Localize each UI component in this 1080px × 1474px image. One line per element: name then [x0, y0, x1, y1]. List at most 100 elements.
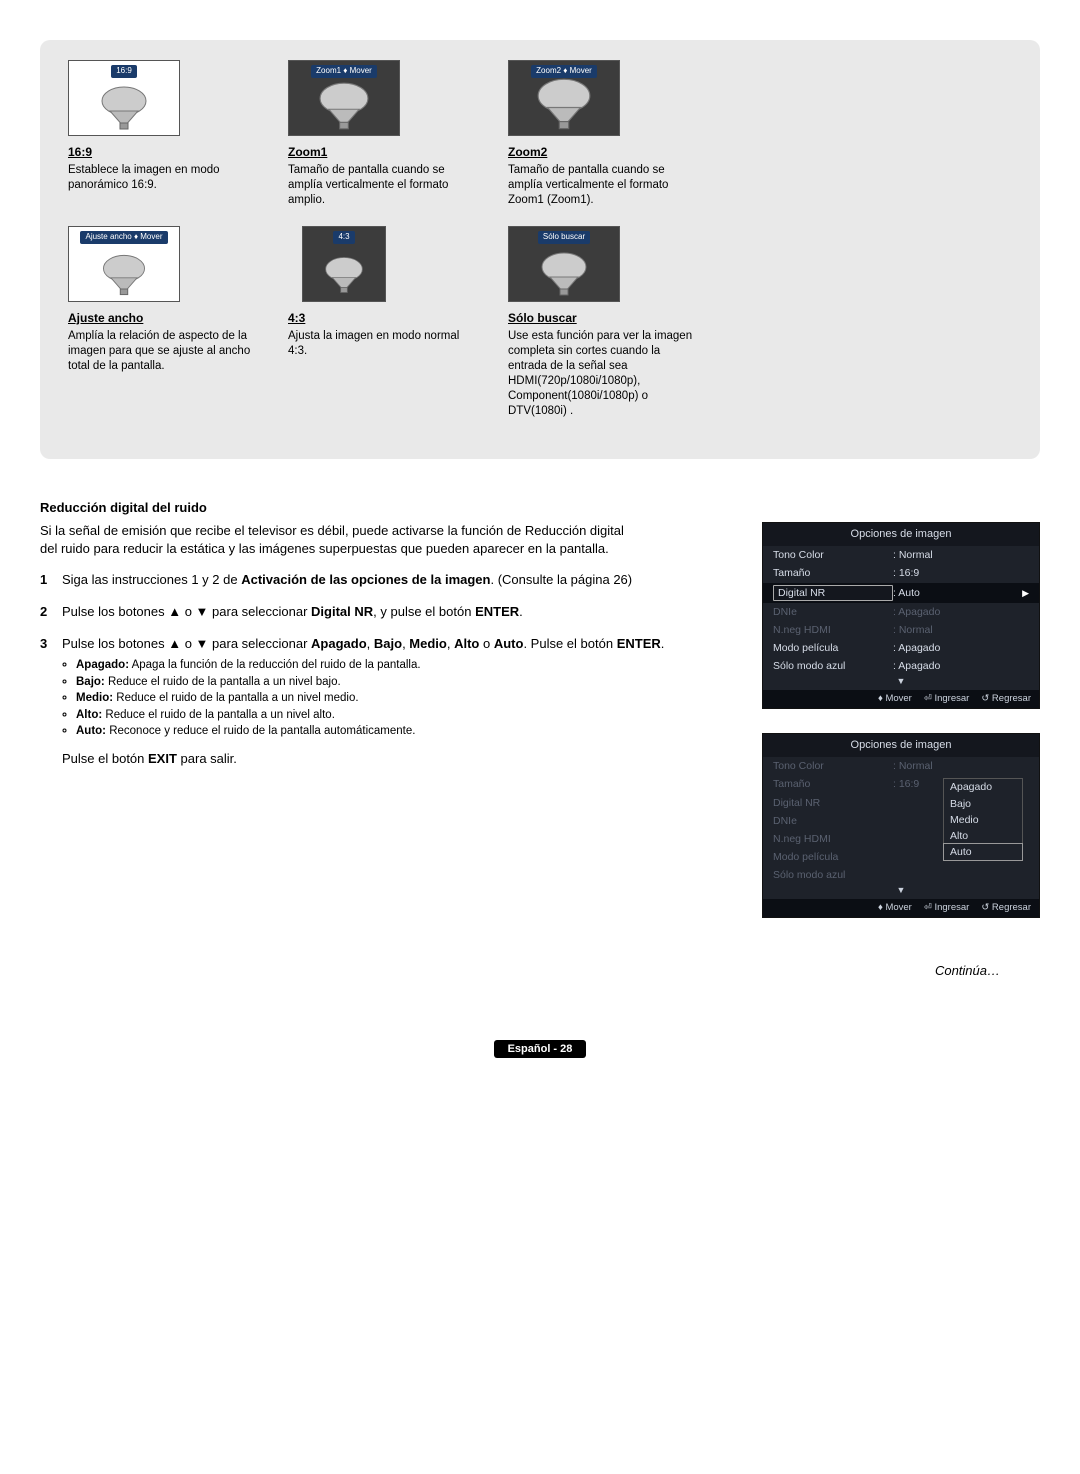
- mode-ajuste-ancho-title: Ajuste ancho: [68, 310, 258, 326]
- mode-16-9: 16:9 16:9 Establece la imagen en modo pa…: [68, 60, 258, 208]
- mode-ajuste-ancho: Ajuste ancho ♦ Mover Ajuste ancho Amplía…: [68, 226, 258, 419]
- bullet-apagado-b: Apagado:: [76, 659, 129, 671]
- osd-footer-ingresar: ⏎ Ingresar: [924, 693, 969, 706]
- mode-16-9-thumb: 16:9: [68, 60, 180, 136]
- step-3-enter: ENTER: [617, 636, 661, 651]
- osd-footer-ingresar-t: Ingresar: [934, 693, 969, 704]
- content-columns: Si la señal de emisión que recibe el tel…: [40, 522, 1040, 942]
- exit-b: EXIT: [148, 751, 177, 766]
- mode-zoom1-desc: Tamaño de pantalla cuando se amplía vert…: [288, 163, 478, 208]
- mode-zoom1-label: Zoom1 ♦ Mover: [311, 65, 377, 78]
- step-3-text-i: .: [661, 636, 665, 651]
- mode-zoom1-thumb: Zoom1 ♦ Mover: [288, 60, 400, 136]
- osd-1-title: Opciones de imagen: [763, 523, 1039, 546]
- osd-k: Digital NR: [773, 585, 893, 601]
- bullet-medio: Medio: Reduce el ruido de la pantalla a …: [76, 691, 738, 707]
- osd-2-row-tono: Tono Color: Normal: [763, 757, 1039, 775]
- step-2-bold-enter: ENTER: [475, 604, 519, 619]
- step-3-text-a: Pulse los botones ▲ o ▼ para seleccionar: [62, 636, 311, 651]
- bullet-auto-t: Reconoce y reduce el ruido de la pantall…: [106, 725, 415, 737]
- osd-v: : Normal: [893, 623, 1029, 637]
- mode-zoom2-desc: Tamaño de pantalla cuando se amplía vert…: [508, 163, 698, 208]
- right-column: Opciones de imagen Tono Color: Normal Ta…: [762, 522, 1040, 942]
- bullet-auto-b: Auto:: [76, 725, 106, 737]
- step-3-bajo: Bajo: [374, 636, 402, 651]
- left-column: Si la señal de emisión que recibe el tel…: [40, 522, 738, 942]
- osd-1-row-tono: Tono Color: Normal: [763, 546, 1039, 564]
- osd-panel-1: Opciones de imagen Tono Color: Normal Ta…: [762, 522, 1040, 709]
- osd-2-footer: ♦ Mover ⏎ Ingresar ↺ Regresar: [763, 899, 1039, 918]
- osd-footer-ingresar: ⏎ Ingresar: [924, 902, 969, 915]
- osd-footer-ingresar-t: Ingresar: [934, 902, 969, 913]
- osd-v: : Normal: [893, 759, 1029, 773]
- osd-k: Sólo modo azul: [773, 659, 893, 673]
- osd-footer-regresar-t: Regresar: [992, 902, 1031, 913]
- balloon-icon: [94, 85, 154, 131]
- bullet-apagado-t: Apaga la función de la reducción del rui…: [129, 659, 421, 671]
- dropdown-opt-bajo: Bajo: [944, 796, 1022, 812]
- osd-footer-mover-t: Mover: [885, 693, 911, 704]
- osd-k: Digital NR: [773, 796, 893, 810]
- osd-footer-regresar-t: Regresar: [992, 693, 1031, 704]
- dropdown-opt-apagado: Apagado: [944, 779, 1022, 795]
- osd-1-row-nneg: N.neg HDMI: Normal: [763, 621, 1039, 639]
- step-2-text-c: , y pulse el botón: [373, 604, 475, 619]
- mode-zoom2: Zoom2 ♦ Mover Zoom2 Tamaño de pantalla c…: [508, 60, 698, 208]
- bullet-bajo-t: Reduce el ruido de la pantalla a un nive…: [105, 676, 341, 688]
- osd-1-row-tamano: Tamaño: 16:9: [763, 564, 1039, 582]
- osd-k: DNIe: [773, 605, 893, 619]
- mode-ajuste-ancho-label: Ajuste ancho ♦ Mover: [80, 231, 167, 244]
- balloon-icon: [524, 77, 604, 131]
- mode-16-9-title: 16:9: [68, 144, 258, 160]
- exit-a: Pulse el botón: [62, 751, 148, 766]
- mode-solo-buscar: Sólo buscar Sólo buscar Use esta función…: [508, 226, 698, 419]
- aspect-row-1: 16:9 16:9 Establece la imagen en modo pa…: [68, 60, 1012, 208]
- step-2: Pulse los botones ▲ o ▼ para seleccionar…: [40, 603, 738, 621]
- step-2-bold-nr: Digital NR: [311, 604, 373, 619]
- balloon-icon: [96, 253, 152, 297]
- step-2-text-e: .: [519, 604, 523, 619]
- step-3: Pulse los botones ▲ o ▼ para seleccionar…: [40, 635, 738, 768]
- step-1: Siga las instrucciones 1 y 2 de Activaci…: [40, 571, 738, 589]
- mode-solo-buscar-thumb: Sólo buscar: [508, 226, 620, 302]
- balloon-icon: [319, 253, 369, 297]
- balloon-icon: [534, 251, 594, 297]
- mode-4-3-title: 4:3: [288, 310, 478, 326]
- chevron-down-icon: ▼: [763, 884, 1039, 898]
- step-1-bold: Activación de las opciones de la imagen: [241, 572, 490, 587]
- step-3-bullets: Apagado: Apaga la función de la reducció…: [62, 658, 738, 740]
- mode-solo-buscar-label: Sólo buscar: [538, 231, 590, 244]
- section-intro: Si la señal de emisión que recibe el tel…: [40, 522, 640, 557]
- dropdown-opt-auto: Auto: [943, 843, 1023, 861]
- step-3-apagado: Apagado: [311, 636, 367, 651]
- step-3-text-g: . Pulse el botón: [523, 636, 616, 651]
- page-footer: Español - 28: [40, 1040, 1040, 1057]
- dropdown-opt-alto: Alto: [944, 828, 1022, 844]
- osd-k: Tono Color: [773, 548, 893, 562]
- osd-v: : Auto: [893, 586, 1022, 600]
- arrow-right-icon: ▶: [1022, 587, 1029, 599]
- osd-footer-mover: ♦ Mover: [878, 902, 912, 915]
- mode-ajuste-ancho-desc: Amplía la relación de aspecto de la imag…: [68, 329, 258, 374]
- bullet-medio-b: Medio:: [76, 692, 113, 704]
- osd-k: Sólo modo azul: [773, 868, 893, 882]
- mode-solo-buscar-desc: Use esta función para ver la imagen comp…: [508, 329, 698, 419]
- osd-k: Tamaño: [773, 566, 893, 580]
- continua-text: Continúa…: [40, 962, 1000, 980]
- osd-v: : Apagado: [893, 605, 1029, 619]
- osd-v: : Apagado: [893, 659, 1029, 673]
- mode-zoom1-title: Zoom1: [288, 144, 478, 160]
- mode-4-3-desc: Ajusta la imagen en modo normal 4:3.: [288, 329, 478, 359]
- osd-k: Tamaño: [773, 777, 893, 791]
- mode-solo-buscar-title: Sólo buscar: [508, 310, 698, 326]
- aspect-row-2: Ajuste ancho ♦ Mover Ajuste ancho Amplía…: [68, 226, 1012, 419]
- osd-k: DNIe: [773, 814, 893, 828]
- bullet-alto-t: Reduce el ruido de la pantalla a un nive…: [102, 709, 335, 721]
- mode-16-9-desc: Establece la imagen en modo panorámico 1…: [68, 163, 258, 193]
- osd-1-row-pelicula: Modo película: Apagado: [763, 639, 1039, 657]
- bullet-bajo-b: Bajo:: [76, 676, 105, 688]
- step-3-alto: Alto: [454, 636, 479, 651]
- osd-k: N.neg HDMI: [773, 623, 893, 637]
- osd-v: : 16:9: [893, 566, 1029, 580]
- dropdown-opt-medio: Medio: [944, 812, 1022, 828]
